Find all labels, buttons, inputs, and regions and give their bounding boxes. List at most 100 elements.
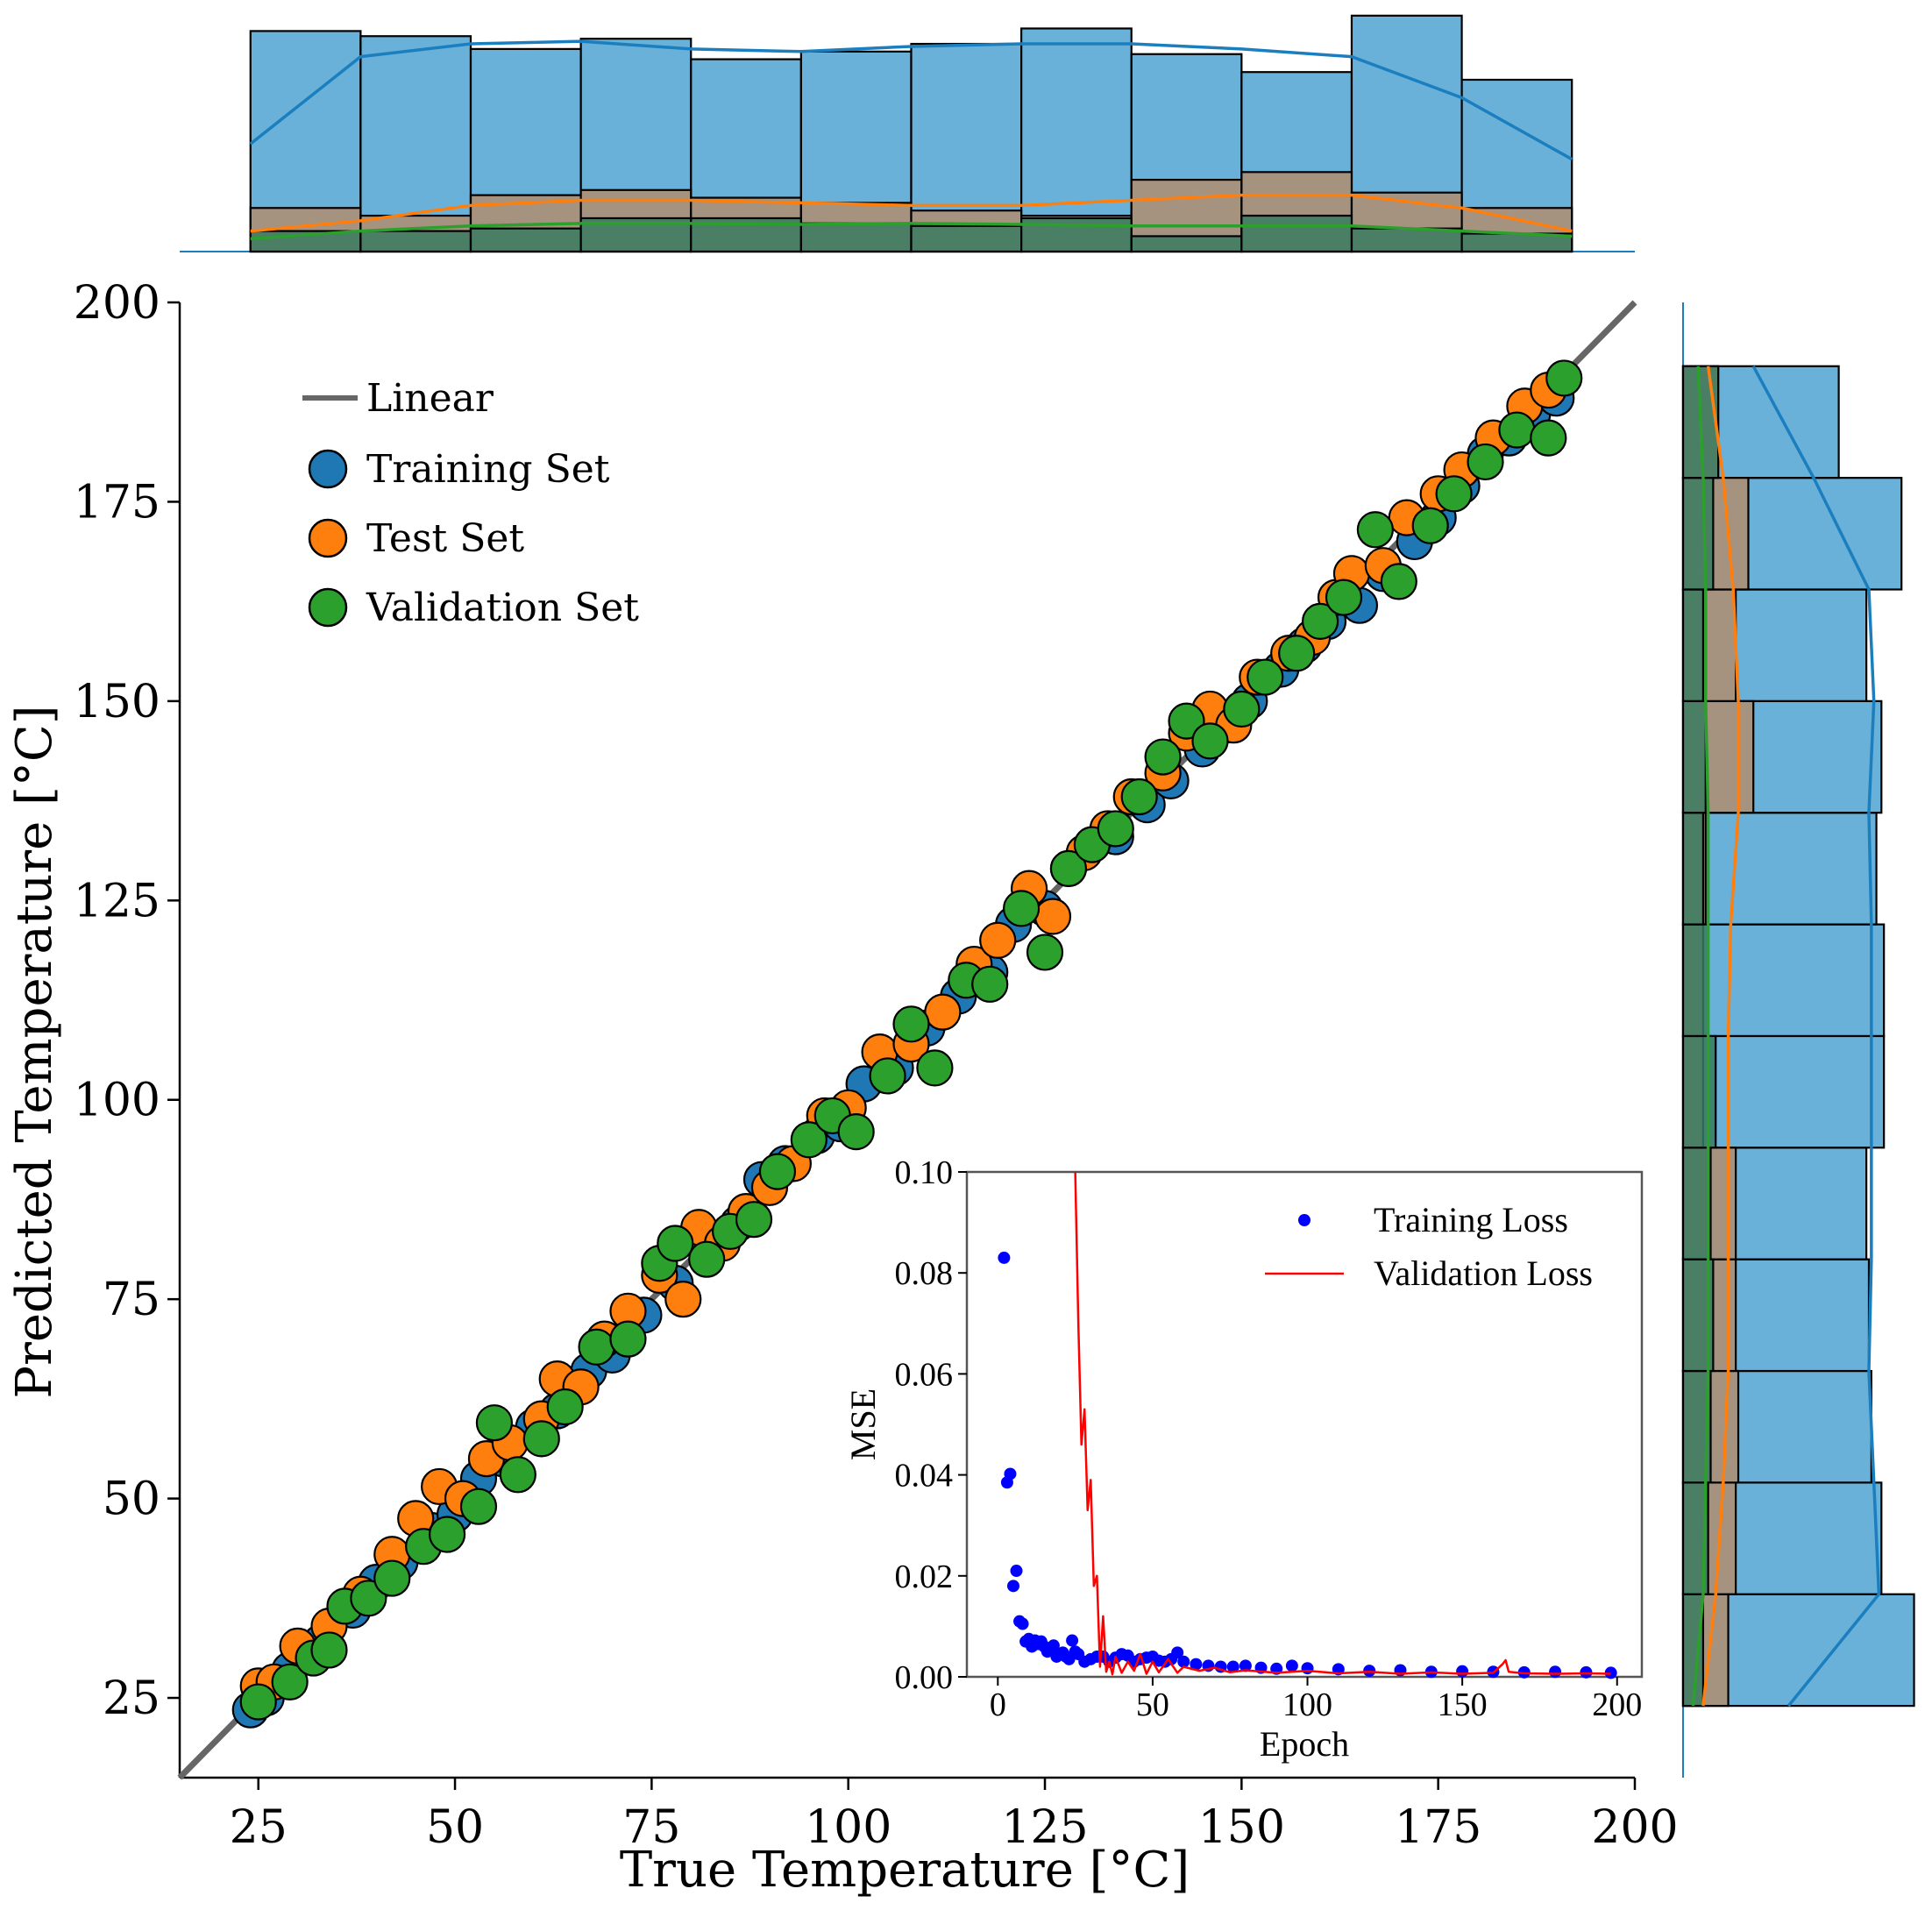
training-loss-point <box>1006 1580 1019 1593</box>
test-set-point <box>979 921 1017 959</box>
test-set-point <box>1033 898 1072 935</box>
validation-set-point <box>1003 890 1041 927</box>
training-loss-point <box>1226 1660 1239 1673</box>
right-hist-bar-validation-set <box>1681 1147 1712 1260</box>
inset-x-axis-title: Epoch <box>1260 1724 1349 1764</box>
legend-test-marker <box>308 518 348 558</box>
right-kde-validation-set <box>1691 366 1710 1707</box>
right-hist-bar-validation-set <box>1681 1034 1717 1149</box>
validation-set-point <box>428 1516 466 1553</box>
training-loss-point <box>1285 1659 1298 1672</box>
main-x-tick-label: 175 <box>1395 1801 1481 1854</box>
test-set-point <box>664 1281 702 1318</box>
validation-set-point <box>522 1420 560 1458</box>
training-loss-point <box>1239 1659 1252 1672</box>
inset-x-tick-label: 50 <box>1136 1686 1169 1723</box>
validation-set-point <box>1026 934 1064 971</box>
x-axis-title: True Temperature [°C] <box>620 1842 1190 1899</box>
validation-set-point <box>459 1488 498 1525</box>
validation-set-point <box>1545 359 1583 397</box>
right-hist-bar-training-set <box>1681 812 1878 926</box>
inset-x-tick-label: 0 <box>990 1686 1006 1723</box>
training-loss-point <box>1177 1655 1190 1668</box>
inset-y-tick-label: 0.06 <box>895 1356 954 1393</box>
main-legend: Linear Training Set Test Set Validation … <box>302 376 639 630</box>
validation-set-point <box>578 1328 615 1366</box>
validation-loss-line <box>1074 1171 1611 1676</box>
main-y-tick-label: 100 <box>74 1075 160 1127</box>
inset-axes: 0 50 100 150 200 0.00 0.02 0.04 0.06 0.08 0.10 <box>895 1154 1643 1723</box>
validation-set-point <box>869 1057 906 1095</box>
validation-set-point <box>1498 411 1536 449</box>
validation-set-point <box>657 1225 694 1262</box>
validation-set-point <box>1530 419 1567 457</box>
validation-set-point <box>1301 602 1339 640</box>
main-x-tick-label: 125 <box>1001 1801 1088 1854</box>
inset-legend-training-label: Training Loss <box>1374 1200 1568 1239</box>
validation-set-point <box>971 965 1009 1003</box>
validation-set-point <box>1325 579 1363 616</box>
validation-set-point <box>1120 777 1158 816</box>
training-loss-point <box>1016 1617 1029 1630</box>
training-loss-point <box>1301 1662 1314 1675</box>
inset-x-tick-label: 200 <box>1592 1686 1642 1723</box>
main-y-tick-label: 50 <box>103 1473 160 1526</box>
main-y-tick-label: 175 <box>74 476 160 529</box>
validation-set-point <box>688 1240 726 1278</box>
right-kde-test-set <box>1701 366 1740 1707</box>
legend-training-label: Training Set <box>366 447 610 492</box>
inset-y-axis-title: MSE <box>843 1388 883 1460</box>
validation-set-point <box>475 1404 514 1442</box>
right-hist-bar-validation-set <box>1681 477 1715 591</box>
validation-set-point <box>546 1388 584 1426</box>
training-loss-point <box>1456 1665 1469 1678</box>
main-x-tick-label: 100 <box>805 1801 891 1854</box>
right-hist-bar-validation-set <box>1681 699 1707 814</box>
training-loss-point <box>1171 1646 1184 1659</box>
legend-validation-label: Validation Set <box>366 586 639 630</box>
validation-set-point <box>758 1153 797 1190</box>
main-x-tick-label: 200 <box>1591 1801 1678 1854</box>
main-y-tick-label: 75 <box>103 1274 160 1326</box>
validation-set-point <box>373 1559 411 1597</box>
validation-set-point <box>1435 475 1473 513</box>
validation-set-point <box>1223 690 1261 728</box>
main-scatter-points <box>177 300 1637 1780</box>
inset-x-tick-label: 100 <box>1282 1686 1332 1723</box>
validation-set-point <box>310 1631 348 1669</box>
validation-set-point <box>916 1049 954 1087</box>
validation-set-point <box>1411 507 1449 544</box>
training-loss-point <box>1549 1665 1562 1679</box>
inset-legend-validation-label: Validation Loss <box>1374 1253 1593 1293</box>
validation-set-point <box>1168 702 1205 740</box>
right-kde-training-set <box>1751 365 1881 1708</box>
top-hist-bar-validation-set <box>1350 227 1463 253</box>
top-hist-bar-validation-set <box>1130 235 1243 253</box>
validation-set-point <box>350 1580 387 1617</box>
top-kde-test-set <box>250 193 1573 233</box>
training-loss-point <box>1010 1565 1023 1578</box>
top-hist-bar-validation-set <box>1240 214 1353 253</box>
legend-test-label: Test Set <box>366 516 524 561</box>
inset-loss-plot: 0 50 100 150 200 0.00 0.02 0.04 0.06 0.08 0.10 Epo… <box>843 1154 1644 1764</box>
validation-set-point <box>1247 658 1284 696</box>
legend-training-marker <box>308 449 348 489</box>
training-loss-point <box>998 1251 1011 1264</box>
test-set-point <box>924 993 962 1031</box>
inset-y-tick-label: 0.00 <box>895 1659 954 1696</box>
inset-legend: Training Loss Validation Loss <box>1265 1200 1593 1293</box>
validation-set-point <box>1097 810 1134 848</box>
right-hist-bar-validation-set <box>1681 812 1705 926</box>
validation-set-point <box>609 1320 647 1358</box>
inset-y-tick-label: 0.10 <box>895 1154 954 1191</box>
y-axis-title: Predicted Temperature [°C] <box>6 705 63 1398</box>
validation-set-point <box>239 1683 277 1721</box>
inset-x-tick-label: 150 <box>1438 1686 1488 1723</box>
training-loss-point <box>1004 1467 1017 1480</box>
validation-set-point <box>790 1121 827 1159</box>
right-hist-bar-validation-set <box>1681 588 1705 702</box>
validation-set-point <box>735 1201 773 1239</box>
main-x-tick-label: 50 <box>426 1801 484 1854</box>
main-y-tick-label: 150 <box>74 676 160 728</box>
